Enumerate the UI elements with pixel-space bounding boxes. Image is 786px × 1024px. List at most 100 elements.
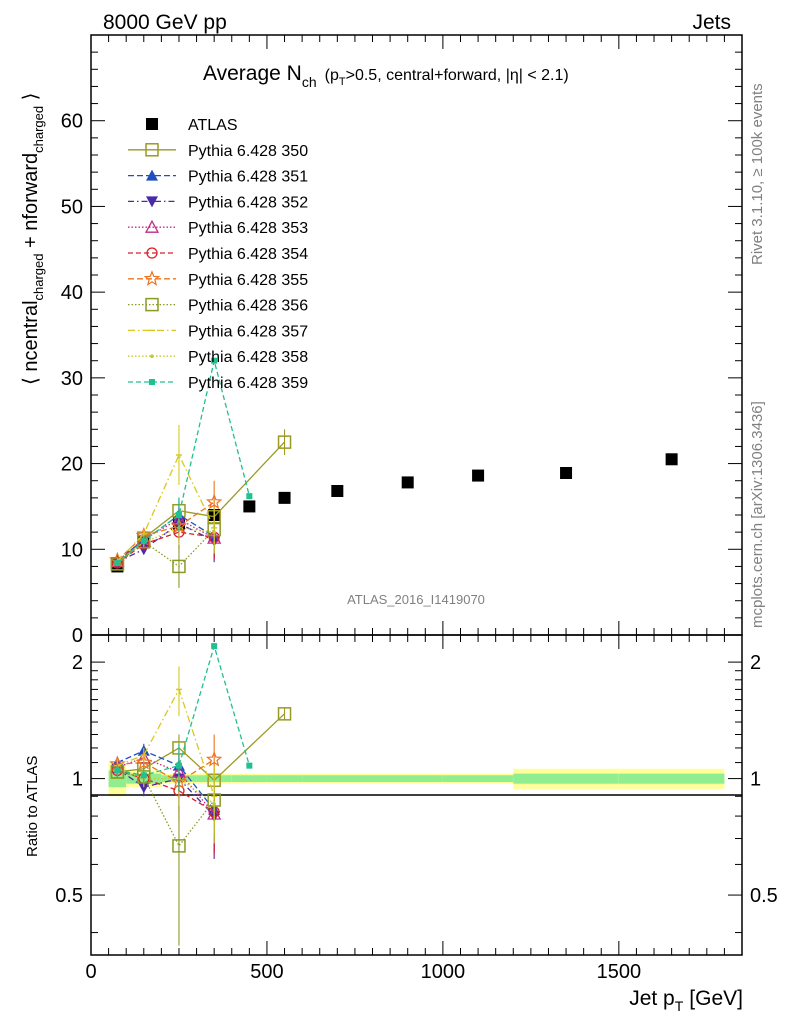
ratio-y-tick-label: 1 (72, 769, 83, 791)
legend-marker-1 (145, 143, 159, 157)
ylabel-part-1: central (20, 300, 42, 360)
ratio-ticks (90, 635, 743, 955)
legend-entry-8: Pythia 6.428 357 (128, 323, 308, 340)
legend-marker-2 (146, 169, 158, 181)
xlabel-main: Jet p (629, 987, 675, 1010)
main-series-10-point-1 (140, 537, 147, 544)
legend-entry-3: Pythia 6.428 352 (128, 194, 308, 211)
ratio-series-9-point-0 (114, 767, 121, 774)
ylabel-part-4: forward (20, 153, 42, 220)
legend: ATLAS Pythia 6.428 350 Pythia 6.428 351 Pyt… (128, 117, 308, 392)
main-series-9-point-3 (212, 530, 216, 534)
ratio-band-stat-6 (302, 775, 373, 782)
main-series-10-point-0 (114, 560, 121, 566)
ratio-series-9-point-4 (246, 762, 253, 769)
main-y-tick-label: 60 (61, 111, 83, 133)
header-right: Jets (692, 11, 731, 34)
main-series-10 (114, 357, 253, 566)
ratio-series-5-line (117, 758, 215, 783)
main-series-10-point-3 (211, 357, 218, 364)
ratio-y-tick-label: 2 (72, 652, 83, 674)
ratio-series-9 (114, 643, 253, 791)
main-y-tick-label: 0 (72, 625, 83, 647)
ratio-band-stat-4 (231, 775, 267, 782)
ratio-y-tick-label-right: 0.5 (750, 885, 778, 907)
main-series-0-point-8 (472, 469, 485, 482)
ratio-band-stat-0 (108, 770, 127, 788)
ratio-band-stat-10 (618, 773, 725, 784)
ylabel-part-2: charged (31, 254, 46, 301)
title-cond-rest: >0.5, central+forward, |η| < 2.1) (346, 67, 569, 84)
header-left: 8000 GeV pp (103, 11, 227, 34)
legend-entry-6: Pythia 6.428 355 (128, 270, 308, 289)
legend-entry-7: Pythia 6.428 356 (128, 298, 308, 315)
ratio-frame (90, 634, 743, 956)
legend-marker-4 (144, 219, 160, 233)
ratio-series-6-point-2 (172, 839, 186, 853)
main-series-9 (115, 510, 216, 565)
ratio-series-0-point-4 (277, 707, 292, 721)
ratio-y-axis-label: Ratio to ATLAS (24, 756, 41, 857)
main-series-7-line (116, 529, 215, 568)
main-series-7-point-0 (110, 557, 125, 571)
legend-label-1: Pythia 6.428 350 (188, 143, 308, 160)
ratio-series-7 (114, 666, 218, 834)
legend-label-9: Pythia 6.428 358 (188, 349, 308, 366)
ratio-plot-content (109, 643, 292, 946)
ratio-series-5-point-3 (205, 750, 223, 767)
main-series-7-point-2 (172, 559, 186, 574)
ratio-y-tick-label-right: 1 (750, 769, 761, 791)
main-series-10-point-2 (175, 512, 182, 518)
x-axis-label: Jet pT [GeV] (629, 987, 743, 1014)
ratio-series-9-line (117, 643, 251, 776)
legend-marker-10 (149, 379, 155, 385)
main-series-5-line (117, 531, 215, 564)
ratio-series-6 (110, 765, 221, 946)
ratio-y-tick-label: 0.5 (55, 885, 83, 907)
legend-entry-5: Pythia 6.428 354 (128, 246, 308, 263)
legend-label-8: Pythia 6.428 357 (188, 323, 308, 340)
main-y-tick-label: 50 (61, 196, 83, 218)
mcplots-label: mcplots.cern.ch [arXiv:1306.3436] (749, 401, 766, 628)
main-title: Average Nch (pT>0.5, central+forward, |η|… (203, 62, 569, 90)
main-y-tick-label: 30 (61, 368, 83, 390)
title-cond-sub: T (339, 76, 346, 88)
legend-label-0: ATLAS (188, 117, 238, 134)
ratio-y-tick-labels: 0.5 0.5 1 1 2 2 (55, 652, 778, 907)
main-series-0-point-6 (331, 485, 344, 497)
main-series-0-point-5 (278, 491, 291, 504)
main-y-axis-label: ⟨ ncentralcharged + nforwardcharged ⟩ (20, 93, 46, 385)
ratio-band-stat-5 (266, 775, 303, 782)
main-series-6-point-3 (205, 493, 223, 510)
ratio-band-stat-8 (442, 775, 514, 782)
legend-label-3: Pythia 6.428 352 (188, 194, 308, 211)
ratio-panel: 0.5 0.5 1 1 2 2 0 500 1000 1500 Ratio to ATLAS J… (24, 634, 778, 1014)
ratio-series-6-line (117, 771, 215, 848)
x-tick-label: 1000 (421, 961, 466, 983)
ratio-series-8-point-3 (212, 802, 216, 806)
legend-entry-10: Pythia 6.428 359 (128, 375, 308, 392)
ratio-series-3-line (117, 757, 215, 815)
legend-marker-6 (143, 270, 161, 286)
title-sub: ch (302, 74, 317, 90)
legend-marker-0 (146, 118, 158, 130)
legend-label-2: Pythia 6.428 351 (188, 169, 308, 186)
legend-entry-2: Pythia 6.428 351 (128, 169, 308, 186)
ratio-band-stat-7 (372, 775, 443, 782)
main-series-3-line (117, 522, 215, 563)
legend-entry-0: ATLAS (146, 117, 238, 134)
ylabel-part-3: + n (20, 220, 42, 254)
ylabel-part-5: charged (31, 106, 46, 153)
main-plot-content (109, 357, 678, 588)
legend-entry-9: Pythia 6.428 358 (128, 349, 308, 366)
main-series-0-point-4 (243, 500, 256, 513)
main-y-tick-label: 10 (61, 539, 83, 561)
ratio-series-2-line (117, 768, 215, 817)
x-tick-label: 0 (85, 961, 96, 983)
x-tick-label: 500 (250, 961, 283, 983)
main-series-4-line (116, 518, 215, 562)
main-series-0-point-7 (401, 476, 414, 489)
xlabel-sub: T (675, 998, 684, 1014)
ratio-series-3 (110, 749, 222, 857)
